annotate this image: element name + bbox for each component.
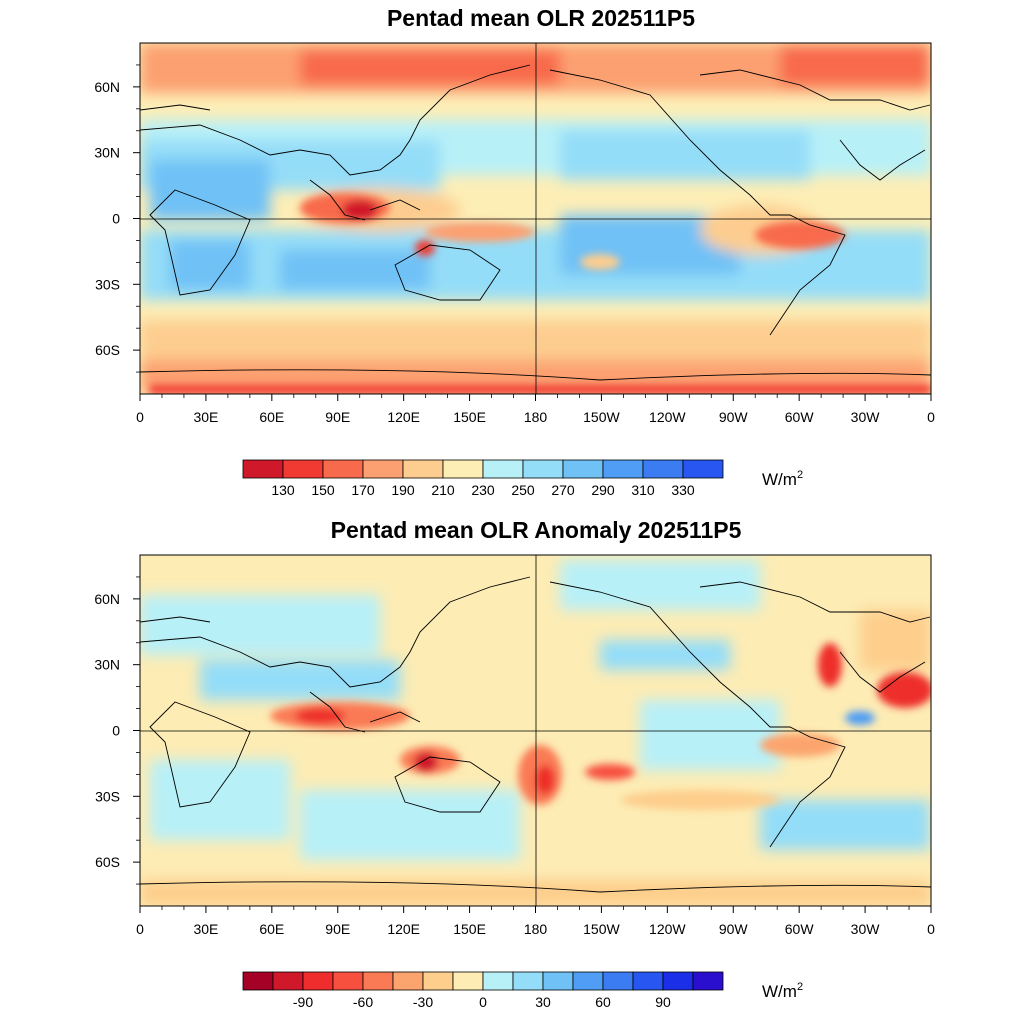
x-tick-label: 90E bbox=[325, 409, 350, 425]
x-tick-label: 30E bbox=[193, 409, 218, 425]
colorbar-swatch bbox=[482, 971, 514, 991]
colorbar-label: 190 bbox=[391, 482, 415, 498]
x-tick-label: 150W bbox=[583, 409, 620, 425]
colorbar-swatch bbox=[572, 971, 604, 991]
top-colorbar: 130 150 170 190 210 230 250 270 290 310 330 bbox=[242, 459, 724, 498]
bottom-units-label: W/m2 bbox=[762, 981, 803, 1001]
colorbar-swatch bbox=[692, 971, 724, 991]
y-tick-label: 30S bbox=[95, 276, 120, 292]
y-tick-label: 60S bbox=[95, 854, 120, 870]
colorbar-label: 90 bbox=[655, 994, 671, 1010]
y-tick-label: 60N bbox=[94, 591, 120, 607]
colorbar-label: 210 bbox=[431, 482, 455, 498]
y-tick-label: 30N bbox=[94, 145, 120, 161]
x-tick-label: 120W bbox=[649, 921, 686, 937]
bottom-panel-title: Pentad mean OLR Anomaly 202511P5 bbox=[331, 517, 742, 543]
x-tick-label: 0 bbox=[927, 921, 935, 937]
colorbar-swatch bbox=[662, 971, 694, 991]
colorbar-label: 60 bbox=[595, 994, 611, 1010]
colorbar-swatch bbox=[392, 971, 424, 991]
y-tick-label: 0 bbox=[112, 211, 120, 227]
x-tick-label: 60W bbox=[785, 409, 815, 425]
colorbar-swatch bbox=[542, 971, 574, 991]
x-tick-label: 150E bbox=[453, 409, 486, 425]
colorbar-label: 250 bbox=[511, 482, 535, 498]
x-tick-label: 180 bbox=[524, 409, 548, 425]
top-panel-title: Pentad mean OLR 202511P5 bbox=[387, 5, 695, 31]
colorbar-label: 150 bbox=[311, 482, 335, 498]
x-tick-label: 120E bbox=[387, 921, 420, 937]
colorbar-swatch bbox=[602, 971, 634, 991]
x-tick-label: 30W bbox=[851, 921, 881, 937]
x-tick-label: 0 bbox=[136, 409, 144, 425]
x-tick-label: 0 bbox=[927, 409, 935, 425]
colorbar-swatch bbox=[322, 459, 364, 479]
colorbar-label: 270 bbox=[551, 482, 575, 498]
top-axes: 0 30E 60E 90E 120E 150E 180 150W 120W 90W 60W 30W 0 6… bbox=[94, 64, 935, 425]
x-tick-label: 60E bbox=[259, 409, 284, 425]
colorbar-swatch bbox=[632, 971, 664, 991]
colorbar-swatch bbox=[452, 971, 484, 991]
x-tick-label: 150E bbox=[453, 921, 486, 937]
colorbar-swatch bbox=[422, 971, 454, 991]
colorbar-label: -90 bbox=[293, 994, 313, 1010]
x-tick-label: 180 bbox=[524, 921, 548, 937]
colorbar-swatch bbox=[562, 459, 604, 479]
top-units-label: W/m2 bbox=[762, 469, 803, 489]
colorbar-swatch bbox=[522, 459, 564, 479]
bottom-axes: 0 30E 60E 90E 120E 150E 180 150W 120W 90W 60W 30W 0 6… bbox=[94, 576, 935, 937]
colorbar-swatch bbox=[602, 459, 644, 479]
x-tick-label: 120E bbox=[387, 409, 420, 425]
colorbar-label: -60 bbox=[353, 994, 373, 1010]
colorbar-swatch bbox=[682, 459, 724, 479]
colorbar-swatch bbox=[302, 971, 334, 991]
x-tick-label: 120W bbox=[649, 409, 686, 425]
x-tick-label: 90E bbox=[325, 921, 350, 937]
colorbar-label: 290 bbox=[591, 482, 615, 498]
colorbar-swatch bbox=[362, 971, 394, 991]
colorbar-swatch bbox=[362, 459, 404, 479]
x-tick-label: 90W bbox=[719, 921, 749, 937]
colorbar-swatch bbox=[282, 459, 324, 479]
colorbar-swatch bbox=[442, 459, 484, 479]
colorbar-label: 310 bbox=[631, 482, 655, 498]
colorbar-swatch bbox=[402, 459, 444, 479]
x-tick-label: 30E bbox=[193, 921, 218, 937]
colorbar-swatch bbox=[512, 971, 544, 991]
y-tick-label: 30S bbox=[95, 788, 120, 804]
colorbar-label: 130 bbox=[271, 482, 295, 498]
colorbar-label: 0 bbox=[479, 994, 487, 1010]
colorbar-swatch bbox=[642, 459, 684, 479]
top-olr-field bbox=[140, 43, 931, 394]
x-tick-label: 90W bbox=[719, 409, 749, 425]
y-tick-label: 30N bbox=[94, 657, 120, 673]
colorbar-swatch bbox=[332, 971, 364, 991]
colorbar-label: -30 bbox=[413, 994, 433, 1010]
x-tick-label: 30W bbox=[851, 409, 881, 425]
colorbar-label: 330 bbox=[671, 482, 695, 498]
y-tick-label: 0 bbox=[112, 723, 120, 739]
colorbar-swatch bbox=[272, 971, 304, 991]
x-tick-label: 60E bbox=[259, 921, 284, 937]
x-tick-label: 60W bbox=[785, 921, 815, 937]
colorbar-swatch bbox=[242, 459, 284, 479]
y-tick-label: 60N bbox=[94, 79, 120, 95]
colorbar-label: 170 bbox=[351, 482, 375, 498]
colorbar-swatch bbox=[242, 971, 274, 991]
colorbar-label: 30 bbox=[535, 994, 551, 1010]
colorbar-swatch bbox=[482, 459, 524, 479]
bottom-colorbar: -90 -60 -30 0 30 60 90 bbox=[242, 971, 724, 1010]
x-tick-label: 0 bbox=[136, 921, 144, 937]
bottom-anomaly-field bbox=[140, 555, 931, 906]
colorbar-label: 230 bbox=[471, 482, 495, 498]
x-tick-label: 150W bbox=[583, 921, 620, 937]
y-tick-label: 60S bbox=[95, 342, 120, 358]
